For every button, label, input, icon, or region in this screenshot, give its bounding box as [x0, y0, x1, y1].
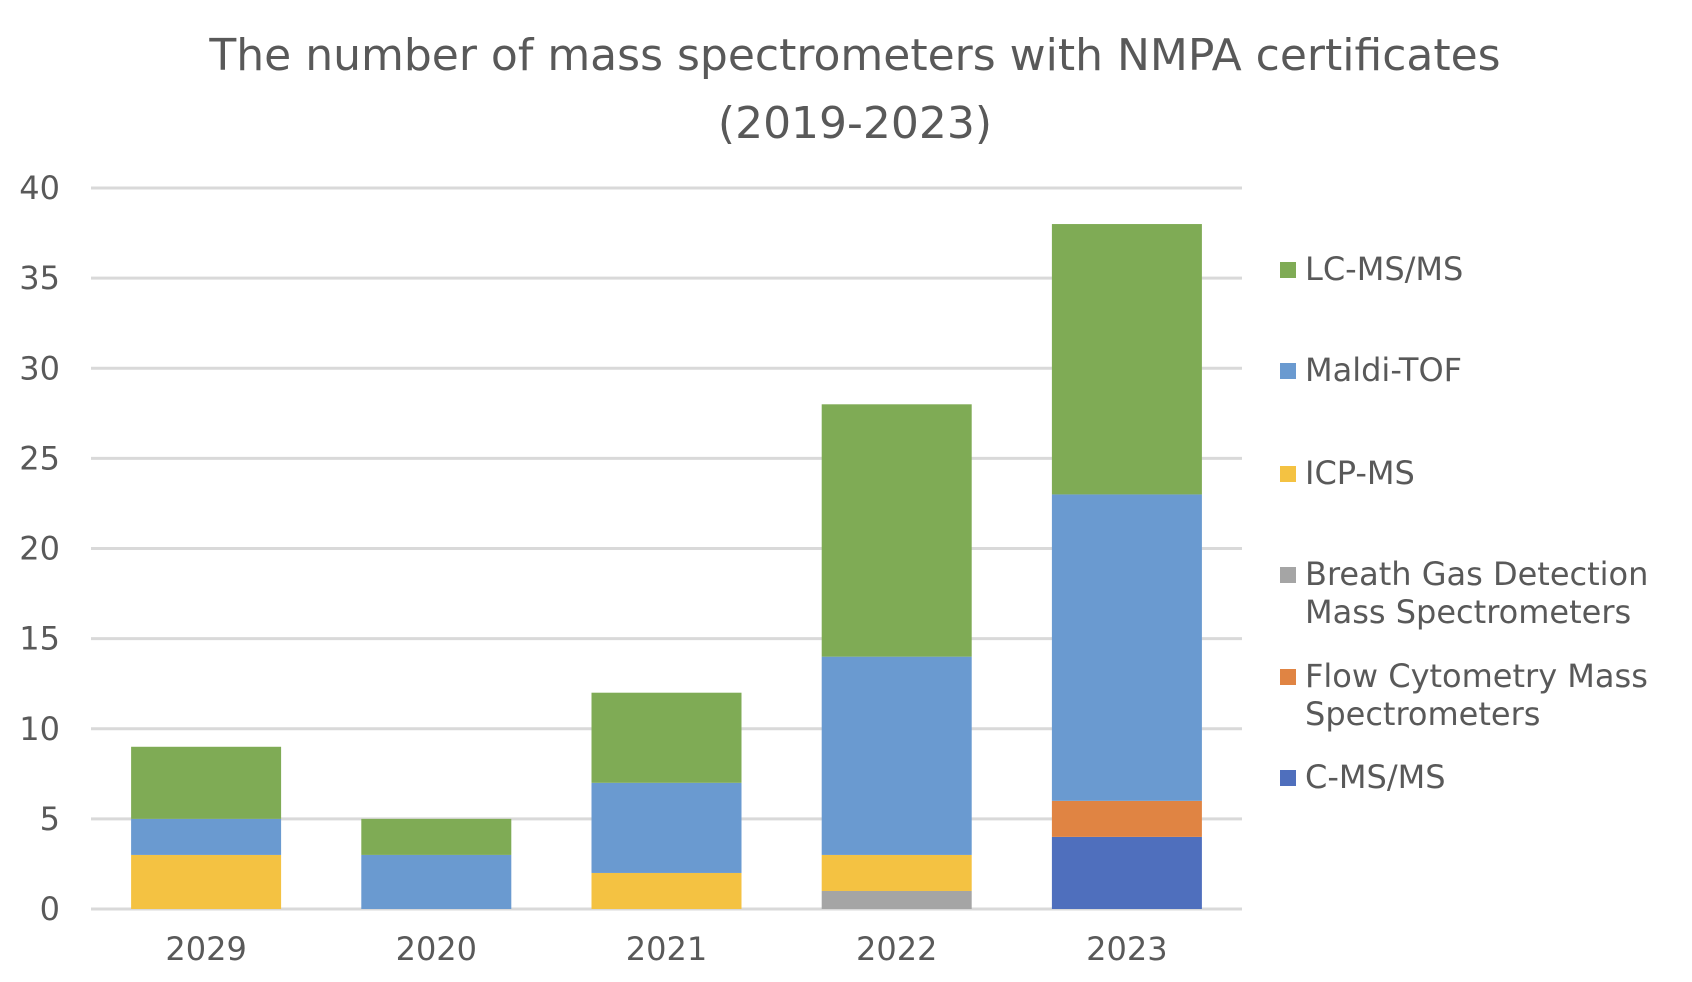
bar-segment-icp-ms-2021: [591, 872, 742, 909]
bar-segment-lc-ms-ms-2022: [821, 404, 972, 657]
legend-swatch: [1280, 466, 1296, 482]
bar-segment-flow-cytometry-mass-spectrometers-2023: [1051, 800, 1202, 837]
chart-title: The number of mass spectrometers with NM…: [209, 30, 1501, 81]
x-tick-label: 2022: [856, 930, 937, 968]
x-tick-label: 2029: [165, 930, 246, 968]
legend-label-line: Spectrometers: [1305, 695, 1541, 733]
bar-segment-icp-ms-2022: [821, 854, 972, 891]
y-tick-label: 35: [19, 259, 60, 297]
legend-swatch: [1280, 363, 1296, 379]
legend-swatch: [1280, 262, 1296, 278]
y-tick-label: 40: [19, 169, 60, 207]
legend-swatch: [1280, 669, 1296, 685]
bar-segment-maldi-tof-2023: [1051, 494, 1202, 801]
legend-label: Breath Gas Detection Mass Spectrometers: [1305, 555, 1648, 631]
y-tick-label: 15: [19, 620, 60, 658]
y-tick-label: 20: [19, 530, 60, 568]
legend-item: ICP-MS: [1280, 454, 1415, 492]
bar-segment-lc-ms-ms-2023: [1051, 224, 1202, 495]
legend-label-line: ICP-MS: [1305, 454, 1415, 492]
legend-item: Flow Cytometry Mass Spectrometers: [1280, 657, 1648, 733]
legend-label-line: Mass Spectrometers: [1305, 593, 1632, 631]
bar-segment-lc-ms-ms-2029: [131, 746, 282, 819]
y-tick-label: 30: [19, 349, 60, 387]
bar-segment-icp-ms-2029: [131, 854, 282, 909]
bar-segment-maldi-tof-2020: [361, 854, 512, 909]
bar-segment-lc-ms-ms-2021: [591, 692, 742, 783]
y-tick-label: 10: [19, 710, 60, 748]
bar-segment-lc-ms-ms-2020: [361, 818, 512, 855]
y-tick-label: 5: [40, 800, 60, 838]
legend-swatch: [1280, 567, 1296, 583]
bar-segment-maldi-tof-2022: [821, 656, 972, 855]
legend-label-line: Breath Gas Detection: [1305, 555, 1649, 593]
legend-label: ICP-MS: [1305, 454, 1415, 492]
y-tick-label: 0: [40, 890, 60, 928]
x-tick-label: 2023: [1086, 930, 1167, 968]
bar-segment-breath-gas-detection-mass-spectrometers-2022: [821, 890, 972, 909]
bar-segment-maldi-tof-2029: [131, 818, 282, 855]
legend-label: C-MS/MS: [1305, 758, 1446, 796]
legend-label: LC-MS/MS: [1305, 250, 1463, 288]
chart-subtitle: (2019-2023): [717, 98, 993, 149]
legend-label-line: Flow Cytometry Mass: [1305, 657, 1648, 695]
x-tick-label: 2021: [626, 930, 707, 968]
legend-label-line: C-MS/MS: [1305, 758, 1446, 796]
legend-label-line: Maldi-TOF: [1305, 351, 1463, 389]
legend-item: C-MS/MS: [1280, 758, 1446, 796]
legend-label: Flow Cytometry Mass Spectrometers: [1305, 657, 1648, 733]
legend-label-line: LC-MS/MS: [1305, 250, 1464, 288]
bar-segment-c-ms-ms-2023: [1051, 836, 1202, 909]
legend-swatch: [1280, 770, 1296, 786]
y-tick-label: 25: [19, 439, 60, 477]
x-tick-label: 2020: [396, 930, 477, 968]
bar-segment-maldi-tof-2021: [591, 782, 742, 873]
legend-item: Maldi-TOF: [1280, 351, 1462, 389]
legend-item: LC-MS/MS: [1280, 250, 1463, 288]
legend-item: Breath Gas Detection Mass Spectrometers: [1280, 555, 1648, 631]
legend-label: Maldi-TOF: [1305, 351, 1462, 389]
